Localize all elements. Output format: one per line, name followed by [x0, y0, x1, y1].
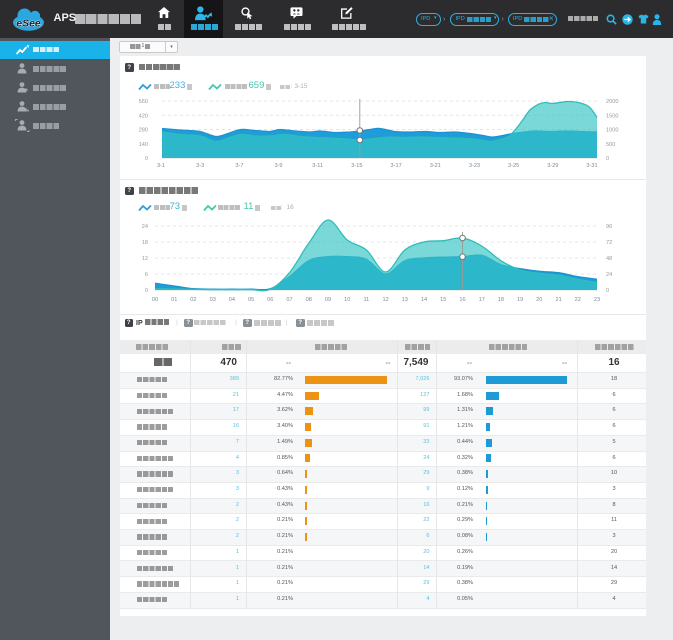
svg-text:07: 07 [286, 297, 292, 303]
svg-text:3-9: 3-9 [274, 163, 282, 169]
svg-text:16: 16 [459, 297, 465, 303]
svg-text:6: 6 [145, 272, 148, 278]
svg-text:24: 24 [142, 224, 148, 230]
svg-text:420: 420 [139, 113, 148, 119]
svg-text:00: 00 [152, 297, 158, 303]
svg-text:18: 18 [498, 297, 504, 303]
svg-text:15: 15 [440, 297, 446, 303]
svg-text:3-29: 3-29 [547, 163, 558, 169]
svg-text:500: 500 [606, 142, 615, 148]
svg-text:12: 12 [382, 297, 388, 303]
svg-text:20: 20 [536, 297, 542, 303]
svg-text:17: 17 [479, 297, 485, 303]
svg-text:02: 02 [190, 297, 196, 303]
svg-text:22: 22 [575, 297, 581, 303]
svg-text:0: 0 [145, 156, 148, 162]
svg-text:0: 0 [606, 156, 609, 162]
svg-text:eSee: eSee [16, 18, 41, 30]
svg-text:3-17: 3-17 [390, 163, 401, 169]
svg-text:1000: 1000 [606, 128, 618, 134]
svg-text:13: 13 [402, 297, 408, 303]
svg-text:24: 24 [606, 272, 612, 278]
svg-text:3-11: 3-11 [312, 163, 323, 169]
svg-text:280: 280 [139, 128, 148, 134]
svg-text:04: 04 [229, 297, 235, 303]
svg-text:11: 11 [363, 297, 369, 303]
svg-text:2000: 2000 [606, 99, 618, 105]
svg-text:14: 14 [421, 297, 427, 303]
svg-text:3-23: 3-23 [469, 163, 480, 169]
svg-text:140: 140 [139, 142, 148, 148]
svg-text:23: 23 [594, 297, 600, 303]
svg-text:3-3: 3-3 [196, 163, 204, 169]
svg-text:1500: 1500 [606, 113, 618, 119]
svg-text:3-25: 3-25 [508, 163, 519, 169]
svg-text:08: 08 [306, 297, 312, 303]
svg-text:03: 03 [210, 297, 216, 303]
svg-text:96: 96 [606, 224, 612, 230]
svg-text:3-15: 3-15 [351, 163, 362, 169]
svg-text:3-7: 3-7 [235, 163, 243, 169]
svg-text:09: 09 [325, 297, 331, 303]
svg-text:10: 10 [344, 297, 350, 303]
svg-text:3-1: 3-1 [157, 163, 165, 169]
svg-text:05: 05 [248, 297, 254, 303]
svg-text:560: 560 [139, 99, 148, 105]
svg-text:0: 0 [145, 288, 148, 294]
svg-text:12: 12 [142, 256, 148, 262]
svg-text:0: 0 [606, 288, 609, 294]
svg-text:72: 72 [606, 240, 612, 246]
svg-text:18: 18 [142, 240, 148, 246]
svg-text:06: 06 [267, 297, 273, 303]
svg-text:21: 21 [555, 297, 561, 303]
svg-text:3-31: 3-31 [586, 163, 597, 169]
svg-text:19: 19 [517, 297, 523, 303]
svg-text:48: 48 [606, 256, 612, 262]
svg-text:01: 01 [171, 297, 177, 303]
svg-text:3-21: 3-21 [430, 163, 441, 169]
